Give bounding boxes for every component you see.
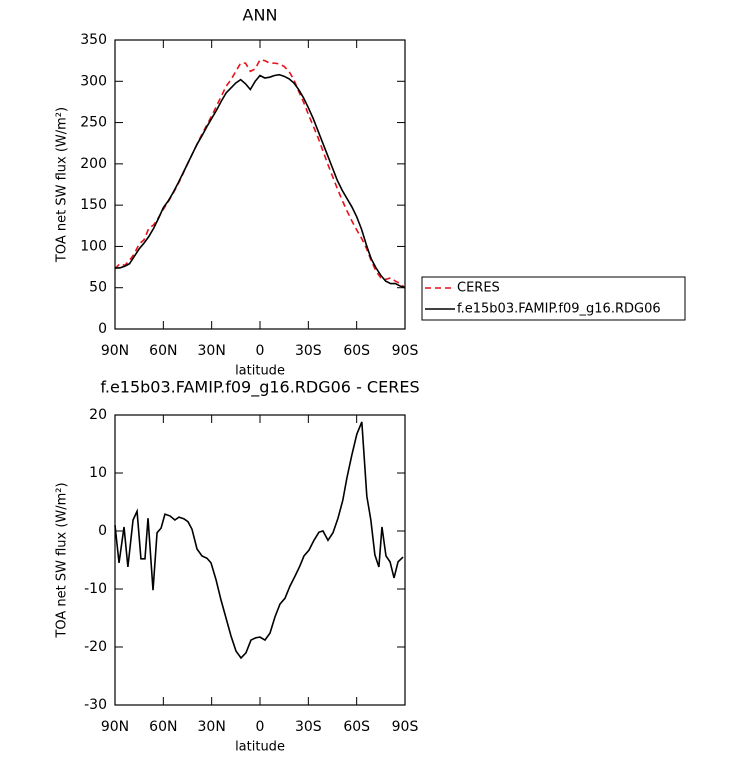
x-tick-label: 30N (198, 343, 226, 359)
x-axis-label: latitude (235, 364, 285, 379)
x-tick-label: 90N (101, 719, 129, 735)
y-tick-label: 100 (80, 238, 107, 254)
x-tick-label: 60N (149, 343, 177, 359)
y-tick-label: -20 (84, 639, 107, 655)
series-line (115, 73, 406, 289)
y-tick-label: -10 (84, 581, 107, 597)
x-tick-label: 60N (149, 719, 177, 735)
chart-title: f.e15b03.FAMIP.f09_g16.RDG06 - CERES (100, 378, 419, 398)
x-tick-label: 30S (295, 343, 322, 359)
legend-label: CERES (457, 281, 500, 296)
chart-title: ANN (243, 6, 278, 25)
x-tick-label: 60S (343, 343, 370, 359)
x-tick-label: 0 (256, 719, 265, 735)
y-tick-label: 20 (89, 407, 107, 423)
x-tick-label: 0 (256, 343, 265, 359)
y-axis-label: TOA net SW flux (W/m²) (55, 107, 70, 263)
plot-frame (114, 39, 406, 330)
y-tick-label: 300 (80, 73, 107, 89)
y-tick-label: 150 (80, 197, 107, 213)
y-tick-label: 0 (98, 523, 107, 539)
difference-line (114, 421, 404, 660)
y-tick-label: 250 (80, 115, 107, 131)
x-tick-label: 90S (392, 343, 419, 359)
y-tick-label: 10 (89, 465, 107, 481)
y-tick-label: 50 (89, 280, 107, 296)
x-tick-label: 30S (295, 719, 322, 735)
y-tick-label: 0 (98, 321, 107, 337)
y-tick-label: 350 (80, 32, 107, 48)
y-axis-label: TOA net SW flux (W/m²) (55, 482, 70, 638)
y-tick-label: -30 (84, 697, 107, 713)
y-tick-label: 200 (80, 156, 107, 172)
plot-frame (114, 414, 406, 706)
x-tick-label: 60S (343, 719, 370, 735)
x-tick-label: 90S (392, 719, 419, 735)
legend-label: f.e15b03.FAMIP.f09_g16.RDG06 (457, 302, 661, 317)
legend-box (421, 276, 686, 321)
x-tick-label: 90N (101, 343, 129, 359)
x-axis-label: latitude (235, 740, 285, 755)
x-tick-label: 30N (198, 719, 226, 735)
